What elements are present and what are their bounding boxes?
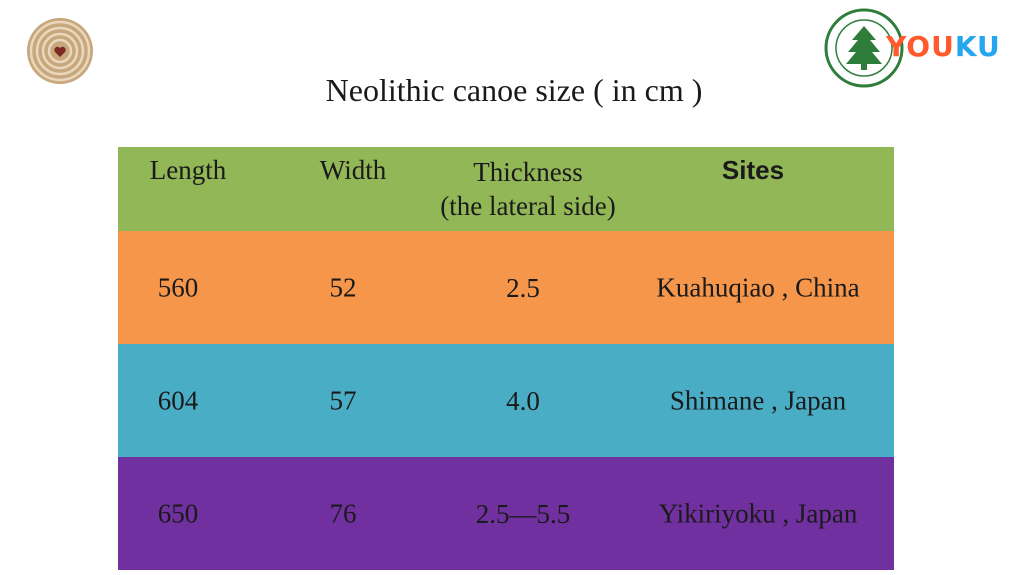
table-row: 604 57 4.0 Shimane , Japan [118, 344, 894, 457]
university-seal-icon [824, 8, 904, 88]
cell-width: 76 [329, 498, 357, 528]
canoe-size-table: Length Width Thickness (the lateral side… [118, 147, 894, 570]
header-width: Width [319, 155, 387, 185]
cell-site: Yikiriyoku , Japan [658, 498, 858, 528]
slide-title: Neolithic canoe size ( in cm ) [325, 72, 703, 108]
cell-thickness: 2.5 [506, 272, 540, 303]
cell-length: 650 [157, 498, 199, 528]
cell-length: 560 [157, 272, 199, 302]
cell-width: 52 [329, 272, 357, 302]
table-row: 650 76 2.5—5.5 Yikiriyoku , Japan [118, 457, 894, 570]
cell-thickness: 4.0 [506, 385, 540, 416]
cell-width: 57 [329, 385, 357, 415]
tree-ring-icon [27, 18, 93, 84]
cell-thickness: 2.5—5.5 [475, 498, 571, 529]
watermark-logo: YOUKU [824, 8, 1004, 88]
cell-length: 604 [157, 385, 199, 415]
table-header-row: Length Width Thickness (the lateral side… [118, 147, 894, 231]
table-row: 560 52 2.5 Kuahuqiao , China [118, 231, 894, 344]
header-thickness: Thickness (the lateral side) [403, 155, 653, 223]
cell-site: Shimane , Japan [669, 385, 847, 415]
cell-site: Kuahuqiao , China [656, 272, 860, 302]
youku-logo: YOUKU [886, 30, 1001, 63]
header-thickness-label: Thickness [473, 157, 583, 187]
header-thickness-sub: (the lateral side) [440, 191, 616, 221]
header-sites: Sites [721, 155, 785, 185]
header-length: Length [149, 155, 227, 185]
